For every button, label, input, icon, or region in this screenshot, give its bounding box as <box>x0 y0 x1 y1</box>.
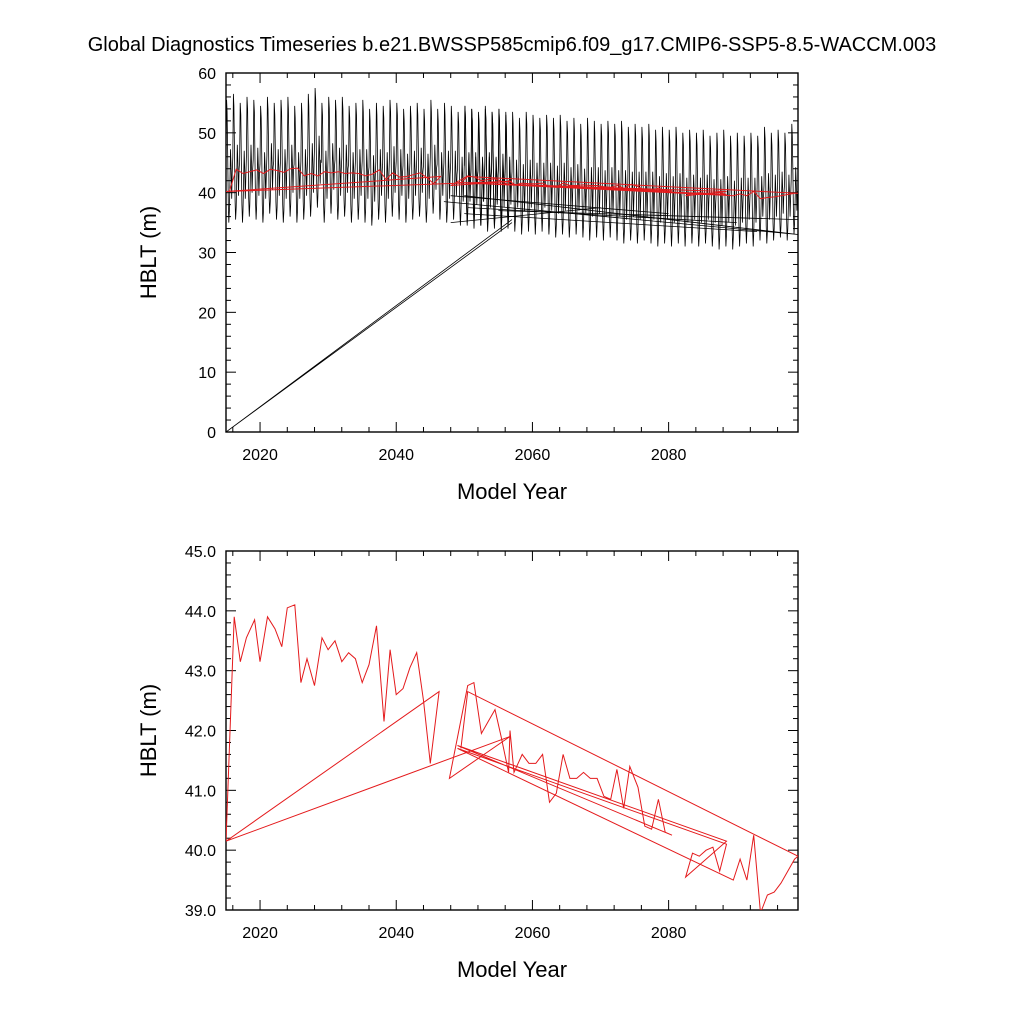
series-line-restart <box>226 219 513 432</box>
y-tick-label: 40.0 <box>185 843 216 860</box>
y-tick-label: 40 <box>198 186 216 203</box>
series-line-restart <box>498 210 798 220</box>
y-tick-label: 60 <box>198 66 216 83</box>
y-axis-title: HBLT (m) <box>136 206 161 299</box>
x-axis-title: Model Year <box>457 957 567 982</box>
series-line-restart <box>450 207 601 223</box>
page-title: Global Diagnostics Timeseries b.e21.BWSS… <box>87 34 937 56</box>
data-layer <box>226 87 798 432</box>
y-tick-label: 0 <box>207 425 216 442</box>
plot-frame <box>225 72 799 433</box>
series-line-annual <box>226 604 798 910</box>
y-axis-title: HBLT (m) <box>136 684 161 777</box>
x-tick-label: 2020 <box>242 925 278 942</box>
series-line-restart <box>450 195 669 214</box>
y-tick-label: 42.0 <box>185 724 216 741</box>
bottom-panel: 2020 2040 2060 2080 39.0 40.0 41.0 42.0 43.0 44.0… <box>136 544 799 982</box>
x-tick-label: 2040 <box>378 925 414 942</box>
x-tick-label: 2080 <box>651 447 687 464</box>
x-axis-title: Model Year <box>457 479 567 504</box>
y-tick-label: 43.0 <box>185 664 216 681</box>
top-panel: 2020 2040 2060 2080 0 10 20 30 40 50 60 Model Year H… <box>136 66 799 504</box>
y-tick-label: 10 <box>198 365 216 382</box>
x-tick-label: 2060 <box>515 925 551 942</box>
x-tick-label: 2060 <box>515 447 551 464</box>
x-tick-label: 2080 <box>651 925 687 942</box>
y-tick-label: 50 <box>198 126 216 143</box>
y-tick-label: 41.0 <box>185 783 216 800</box>
y-tick-label: 44.0 <box>185 604 216 621</box>
series-line-annual <box>226 167 798 200</box>
data-layer <box>226 604 798 910</box>
x-tick-label: 2020 <box>242 447 278 464</box>
y-tick-label: 30 <box>198 246 216 263</box>
y-tick-label: 20 <box>198 305 216 322</box>
series-line-restart <box>467 207 737 223</box>
plot-frame <box>225 550 799 911</box>
x-tick-label: 2040 <box>378 447 414 464</box>
y-tick-label: 39.0 <box>185 903 216 920</box>
series-line-monthly <box>463 105 798 250</box>
y-tick-label: 45.0 <box>185 544 216 561</box>
